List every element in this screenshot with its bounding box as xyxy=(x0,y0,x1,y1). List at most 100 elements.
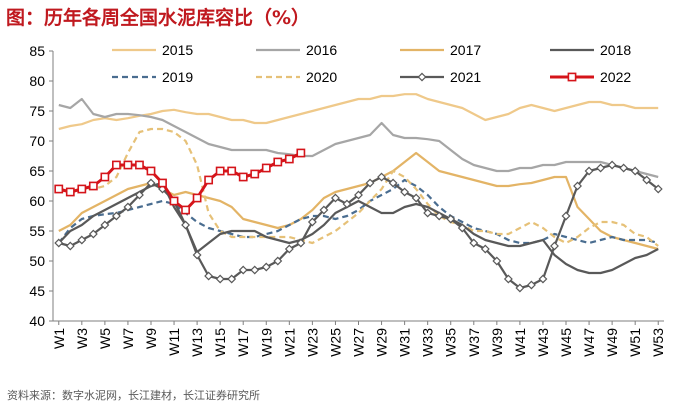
legend: 2015 2016 2017 2018 2019 2020 2021 2022 xyxy=(112,42,631,85)
data-point xyxy=(284,154,294,164)
data-point xyxy=(261,262,271,272)
data-point xyxy=(388,178,398,188)
x-tick-label: W13 xyxy=(189,328,205,357)
x-tick-label: W45 xyxy=(558,328,574,357)
data-point xyxy=(181,205,190,215)
x-tick-label: W21 xyxy=(281,328,297,357)
data-point xyxy=(561,211,571,221)
data-point xyxy=(227,166,237,176)
data-point xyxy=(607,160,617,170)
data-point xyxy=(77,235,87,245)
data-point xyxy=(54,238,64,248)
data-point xyxy=(169,196,179,206)
data-point xyxy=(365,178,375,188)
data-point xyxy=(457,223,467,233)
data-point xyxy=(192,250,202,260)
legend-item-2021: 2021 xyxy=(400,69,481,85)
series-2022 xyxy=(54,148,306,215)
y-tick-label: 70 xyxy=(29,133,45,149)
x-tick-label: W43 xyxy=(535,328,551,357)
data-point xyxy=(642,175,652,185)
legend-label: 2015 xyxy=(162,42,193,58)
data-point xyxy=(330,193,340,203)
data-point xyxy=(596,163,606,173)
legend-item-2016: 2016 xyxy=(256,42,337,58)
data-point xyxy=(146,178,156,188)
data-point xyxy=(158,178,167,188)
series-2015 xyxy=(58,93,659,131)
series-2021 xyxy=(54,160,663,293)
axes: 40 45 50 55 60 65 70 75 80 85 W1 W3 W5 W7 W9 W11 W13 W15 W… xyxy=(29,43,666,357)
data-point xyxy=(400,187,410,197)
data-point xyxy=(238,172,248,182)
data-point xyxy=(88,181,98,191)
data-point xyxy=(653,184,663,194)
x-tick-label: W31 xyxy=(397,328,413,357)
x-tick-label: W15 xyxy=(212,328,228,357)
series-line-2016 xyxy=(58,97,659,179)
data-point xyxy=(111,211,121,221)
data-point xyxy=(88,229,98,239)
x-tick-label: W49 xyxy=(604,328,620,357)
data-point xyxy=(354,190,363,200)
data-point xyxy=(503,274,513,284)
x-tick-label: W5 xyxy=(97,328,113,349)
data-point xyxy=(123,160,133,170)
data-point xyxy=(146,166,156,176)
x-tick-label: W53 xyxy=(650,328,666,357)
data-point xyxy=(261,163,271,173)
data-point xyxy=(515,283,525,293)
data-point xyxy=(135,160,144,170)
data-point xyxy=(54,184,64,194)
data-point xyxy=(307,217,317,227)
data-point xyxy=(342,199,352,209)
data-point xyxy=(65,187,75,197)
series-line-2020 xyxy=(58,127,659,247)
data-point xyxy=(250,265,260,275)
series-2019 xyxy=(57,178,659,245)
data-point xyxy=(319,205,329,215)
x-tick-label: W35 xyxy=(443,328,459,357)
x-tick-label: W17 xyxy=(235,328,251,357)
data-point xyxy=(192,193,202,203)
x-tick-label: W29 xyxy=(374,328,390,357)
series-line-2022 xyxy=(58,151,302,212)
data-point xyxy=(204,175,214,185)
legend-marker xyxy=(417,72,427,82)
data-point xyxy=(204,271,214,281)
data-point xyxy=(215,274,225,284)
x-tick-label: W19 xyxy=(258,328,274,357)
x-tick-label: W33 xyxy=(420,328,436,357)
data-point xyxy=(584,166,594,176)
y-tick-label: 75 xyxy=(29,103,45,119)
data-point xyxy=(100,220,110,230)
data-point xyxy=(135,190,144,200)
data-point xyxy=(100,172,110,182)
data-point xyxy=(377,172,387,182)
x-tick-label: W7 xyxy=(120,328,136,349)
legend-item-2022: 2022 xyxy=(550,69,631,85)
data-point xyxy=(238,265,248,275)
x-tick-label: W39 xyxy=(489,328,505,357)
x-tick-label: W41 xyxy=(512,328,528,357)
data-point xyxy=(250,169,260,179)
data-point xyxy=(469,238,479,248)
legend-label: 2017 xyxy=(450,42,481,58)
series-line-2015 xyxy=(58,93,659,131)
y-tick-label: 60 xyxy=(29,193,45,209)
y-tick-label: 55 xyxy=(29,223,45,239)
series-2016 xyxy=(58,97,659,179)
legend-item-2019: 2019 xyxy=(112,69,193,85)
legend-label: 2021 xyxy=(450,69,481,85)
data-point xyxy=(550,241,559,251)
series-layer xyxy=(54,93,663,293)
y-tick-label: 80 xyxy=(29,73,45,89)
series-2020 xyxy=(58,127,659,247)
data-point xyxy=(630,166,640,176)
data-point xyxy=(480,244,490,254)
data-point xyxy=(112,160,121,170)
x-tick-label: W1 xyxy=(51,328,67,349)
data-point xyxy=(573,181,582,191)
legend-item-2017: 2017 xyxy=(400,42,481,58)
data-point xyxy=(273,256,283,266)
